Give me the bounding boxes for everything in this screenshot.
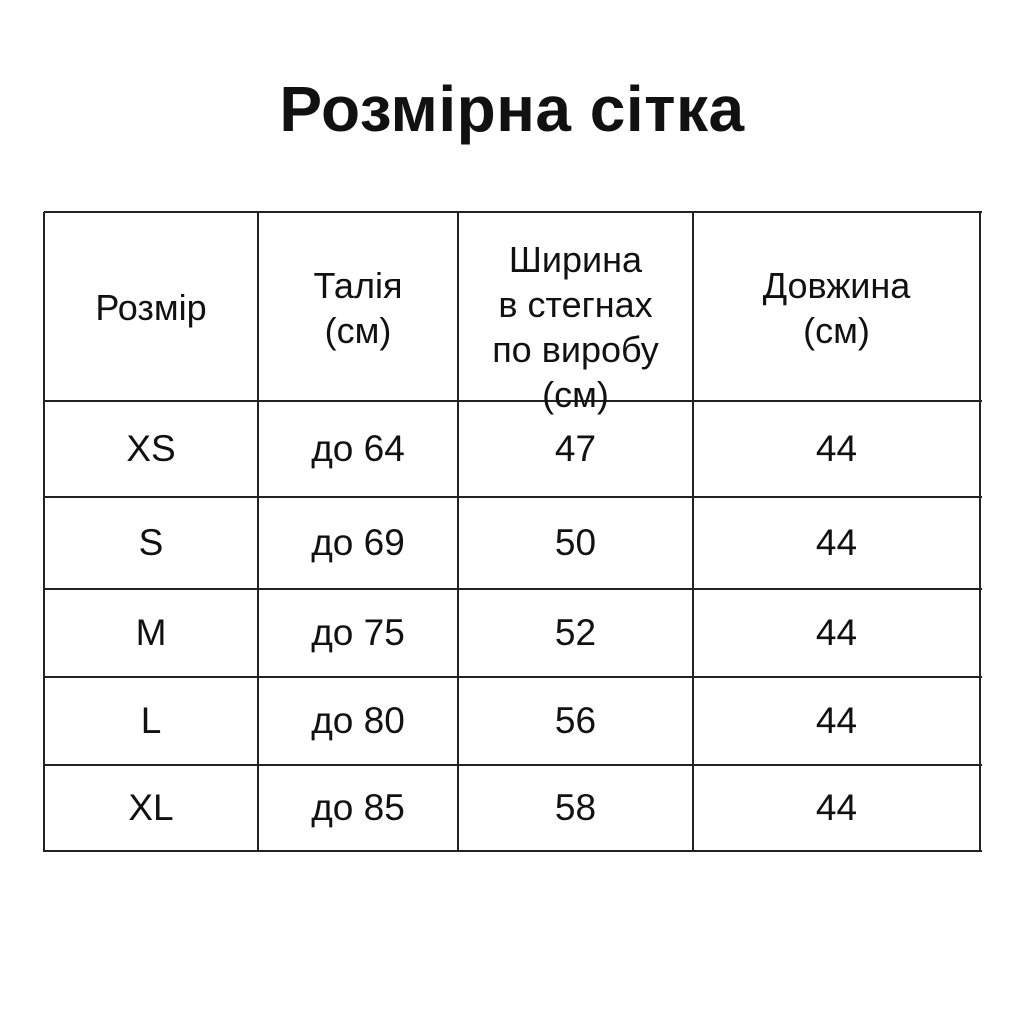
cell-waist: до 85 (311, 787, 405, 828)
header-line: Ширина (508, 239, 643, 280)
table-border (43, 212, 45, 852)
column-divider (457, 212, 459, 852)
cell-length: 44 (815, 428, 858, 469)
header-line: Довжина (762, 265, 911, 306)
table-border (979, 212, 981, 852)
header-line: Талія (313, 265, 403, 306)
header-line: Розмір (95, 287, 207, 328)
cell-hip-width: 56 (554, 700, 597, 741)
cell-size: S (138, 522, 164, 563)
cell-length: 44 (815, 612, 858, 653)
cell-waist: до 75 (311, 612, 405, 653)
cell-waist: до 69 (311, 522, 405, 563)
cell-length: 44 (815, 787, 858, 828)
table-border (44, 211, 982, 213)
header-length: Довжина (см) (693, 263, 980, 353)
header-hip-width: Ширина в стегнах по виробу (см) (458, 237, 693, 417)
table-border (44, 850, 982, 852)
cell-length: 44 (815, 700, 858, 741)
cell-size: L (140, 700, 162, 741)
header-line: (см) (542, 374, 609, 415)
cell-size: XL (128, 787, 174, 828)
row-divider (44, 400, 982, 402)
cell-hip-width: 47 (554, 428, 597, 469)
cell-hip-width: 52 (554, 612, 597, 653)
row-divider (44, 496, 982, 498)
cell-size: M (135, 612, 167, 653)
page-title: Розмірна сітка (279, 73, 745, 145)
column-divider (692, 212, 694, 852)
row-divider (44, 764, 982, 766)
header-line: (см) (324, 310, 392, 351)
cell-waist: до 80 (311, 700, 405, 741)
row-divider (44, 588, 982, 590)
header-waist: Талія (см) (258, 263, 458, 353)
header-line: по виробу (492, 329, 659, 370)
column-divider (257, 212, 259, 852)
cell-length: 44 (815, 522, 858, 563)
row-divider (44, 676, 982, 678)
header-size: Розмір (44, 285, 258, 330)
cell-size: XS (126, 428, 176, 469)
cell-waist: до 64 (311, 428, 405, 469)
cell-hip-width: 50 (554, 522, 597, 563)
cell-hip-width: 58 (554, 787, 597, 828)
header-line: в стегнах (498, 284, 653, 325)
header-line: (см) (803, 310, 870, 351)
